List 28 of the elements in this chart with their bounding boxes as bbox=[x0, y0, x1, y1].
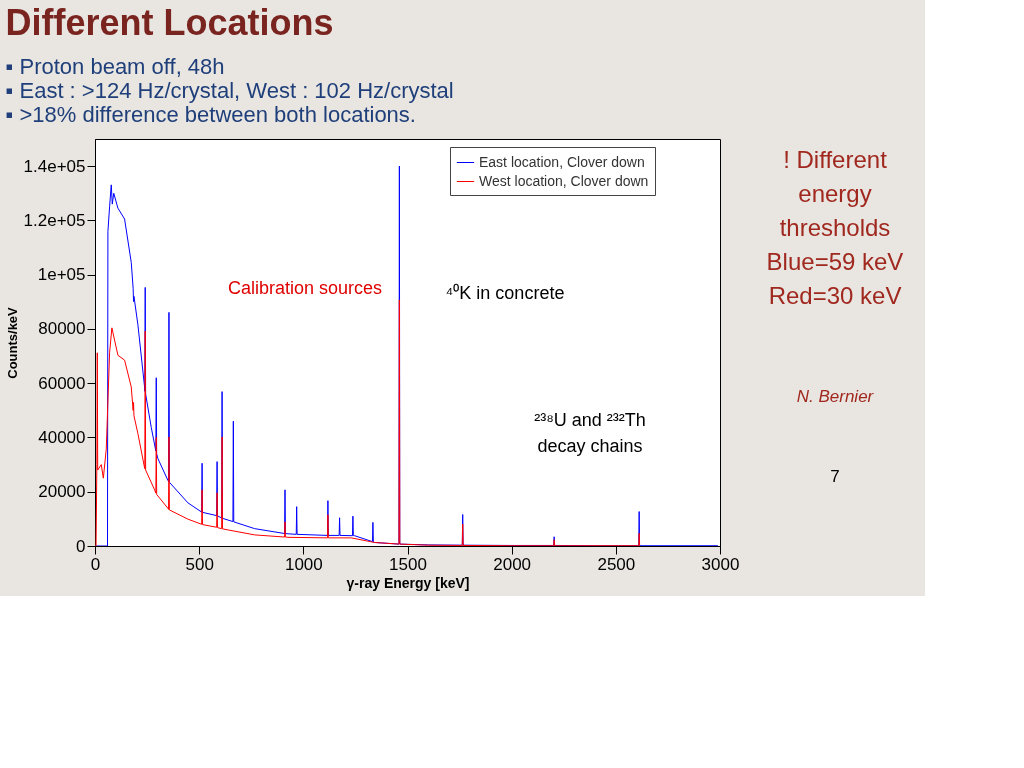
y-axis-title: Counts/keV bbox=[4, 306, 20, 379]
x-axis-title: γ-ray Energy [keV] bbox=[346, 574, 470, 591]
chart-title: Different Locations bbox=[5, 1, 334, 43]
y-tick-label: 1.2e+05 bbox=[23, 210, 86, 230]
legend-label: West location, Clover down bbox=[479, 172, 649, 189]
x-tick-label: 0 bbox=[90, 554, 101, 574]
annotation: ⁴⁰K in concrete bbox=[445, 283, 565, 303]
annotation: ²³⁸U and ²³²Th decay chains bbox=[534, 410, 646, 456]
text: ▪ East : >124 Hz/crystal, West : 102 Hz/crystal bbox=[5, 77, 454, 103]
y-tick-label: 40000 bbox=[38, 427, 86, 447]
text: ! Different energy thresholds Blue=59 keV Red=30 keV bbox=[766, 146, 904, 309]
text: N. Bernier bbox=[796, 387, 875, 406]
x-tick-label: 1500 bbox=[389, 554, 427, 574]
text: ▪ Proton beam off, 48h bbox=[5, 53, 225, 79]
legend-label: East location, Clover down bbox=[479, 153, 645, 170]
text: 7 bbox=[830, 467, 840, 486]
y-tick-label: 80000 bbox=[38, 319, 86, 339]
x-tick-label: 2000 bbox=[493, 554, 532, 574]
annotation: Calibration sources bbox=[227, 278, 383, 298]
y-tick-label: 0 bbox=[76, 536, 86, 556]
y-tick-label: 20000 bbox=[38, 482, 86, 502]
y-tick-label: 1e+05 bbox=[37, 265, 86, 285]
x-tick-label: 3000 bbox=[701, 554, 740, 574]
y-tick-label: 1.4e+05 bbox=[23, 156, 86, 176]
x-tick-label: 1000 bbox=[284, 554, 323, 574]
x-tick-label: 500 bbox=[185, 554, 214, 574]
y-tick-label: 60000 bbox=[38, 373, 86, 393]
x-tick-label: 2500 bbox=[597, 554, 636, 574]
